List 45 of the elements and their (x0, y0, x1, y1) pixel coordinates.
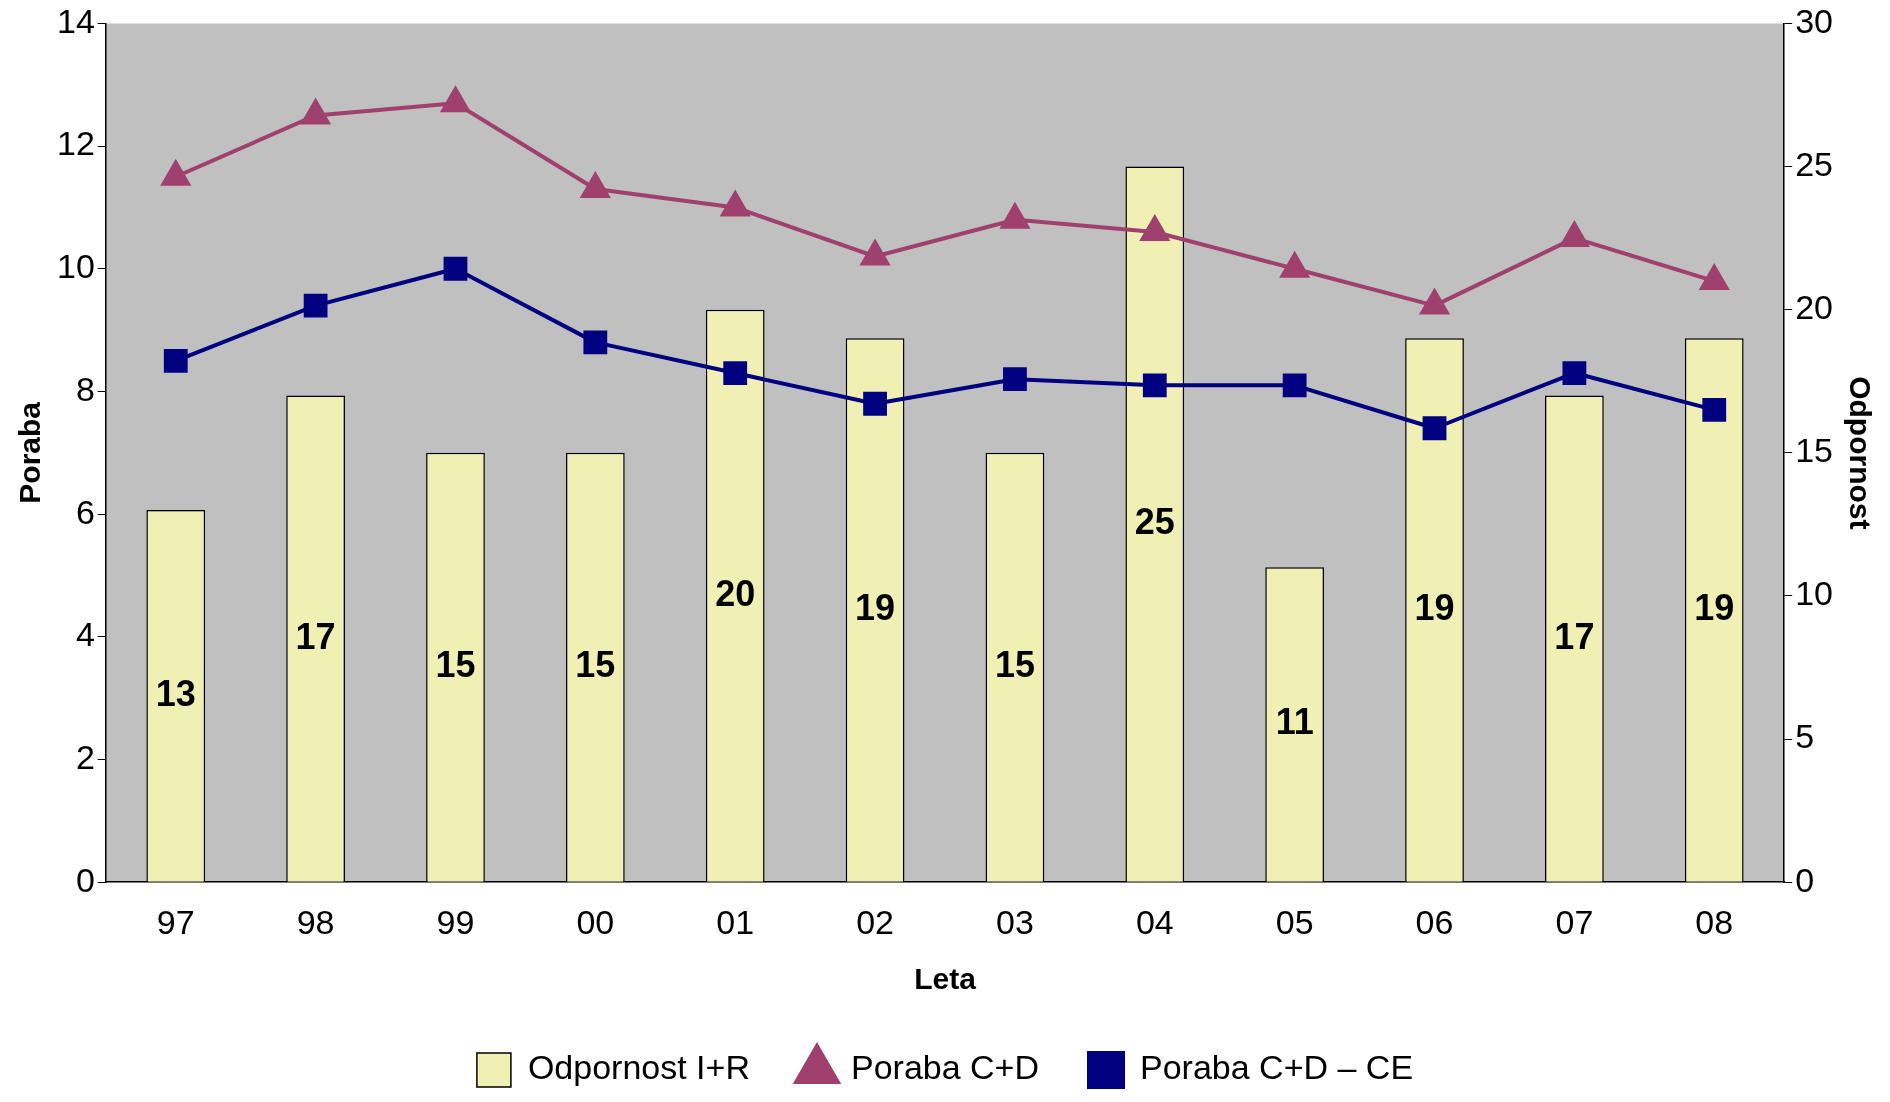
data-label: 17 (1554, 615, 1595, 657)
data-label: 25 (1134, 501, 1175, 543)
y2-tick-label: 25 (1795, 144, 1834, 183)
data-label: 19 (855, 586, 896, 628)
x-tick-label: 00 (576, 902, 615, 941)
data-label: 19 (1414, 586, 1455, 628)
y2-tick-label: 15 (1795, 431, 1834, 470)
data-label: 11 (1275, 701, 1314, 743)
data-label: 15 (994, 644, 1035, 686)
y-tick-label: 2 (75, 737, 95, 776)
y2-tick-label: 0 (1795, 860, 1815, 899)
y-tick-label: 8 (75, 369, 95, 408)
y-tick-label: 0 (75, 860, 95, 899)
legend-label: Poraba C+D – CE (1140, 1048, 1414, 1087)
x-tick-label: 04 (1135, 902, 1174, 941)
y2-tick-label: 10 (1795, 574, 1834, 613)
data-label: 17 (295, 615, 336, 657)
legend-label: Odpornost I+R (527, 1048, 750, 1087)
y2-axis-title: Odpornost (1843, 376, 1877, 530)
y-axis-title: Poraba (13, 401, 47, 504)
data-label: 13 (155, 672, 196, 714)
data-label: 15 (575, 644, 616, 686)
x-tick-label: 99 (436, 902, 475, 941)
x-tick-label: 97 (156, 902, 195, 941)
x-tick-label: 08 (1695, 902, 1734, 941)
x-tick-label: 03 (996, 902, 1034, 941)
y2-tick-label: 5 (1795, 717, 1815, 756)
x-axis-title: Leta (914, 962, 977, 996)
y2-tick-label: 30 (1795, 1, 1834, 40)
data-label: 19 (1694, 586, 1735, 628)
legend-label: Poraba C+D (850, 1048, 1040, 1087)
data-label: 15 (435, 644, 476, 686)
x-tick-label: 02 (856, 902, 894, 941)
y2-tick-label: 20 (1795, 288, 1834, 327)
y-tick-label: 6 (75, 492, 95, 531)
y-tick-label: 12 (56, 124, 95, 163)
data-label: 20 (715, 572, 756, 614)
y-tick-label: 10 (56, 247, 95, 286)
y-tick-label: 14 (56, 1, 95, 40)
y-tick-label: 4 (75, 615, 95, 654)
x-tick-label: 05 (1275, 902, 1314, 941)
x-tick-label: 06 (1415, 902, 1454, 941)
x-tick-label: 07 (1555, 902, 1594, 941)
x-tick-label: 98 (296, 902, 335, 941)
x-tick-label: 01 (716, 902, 755, 941)
